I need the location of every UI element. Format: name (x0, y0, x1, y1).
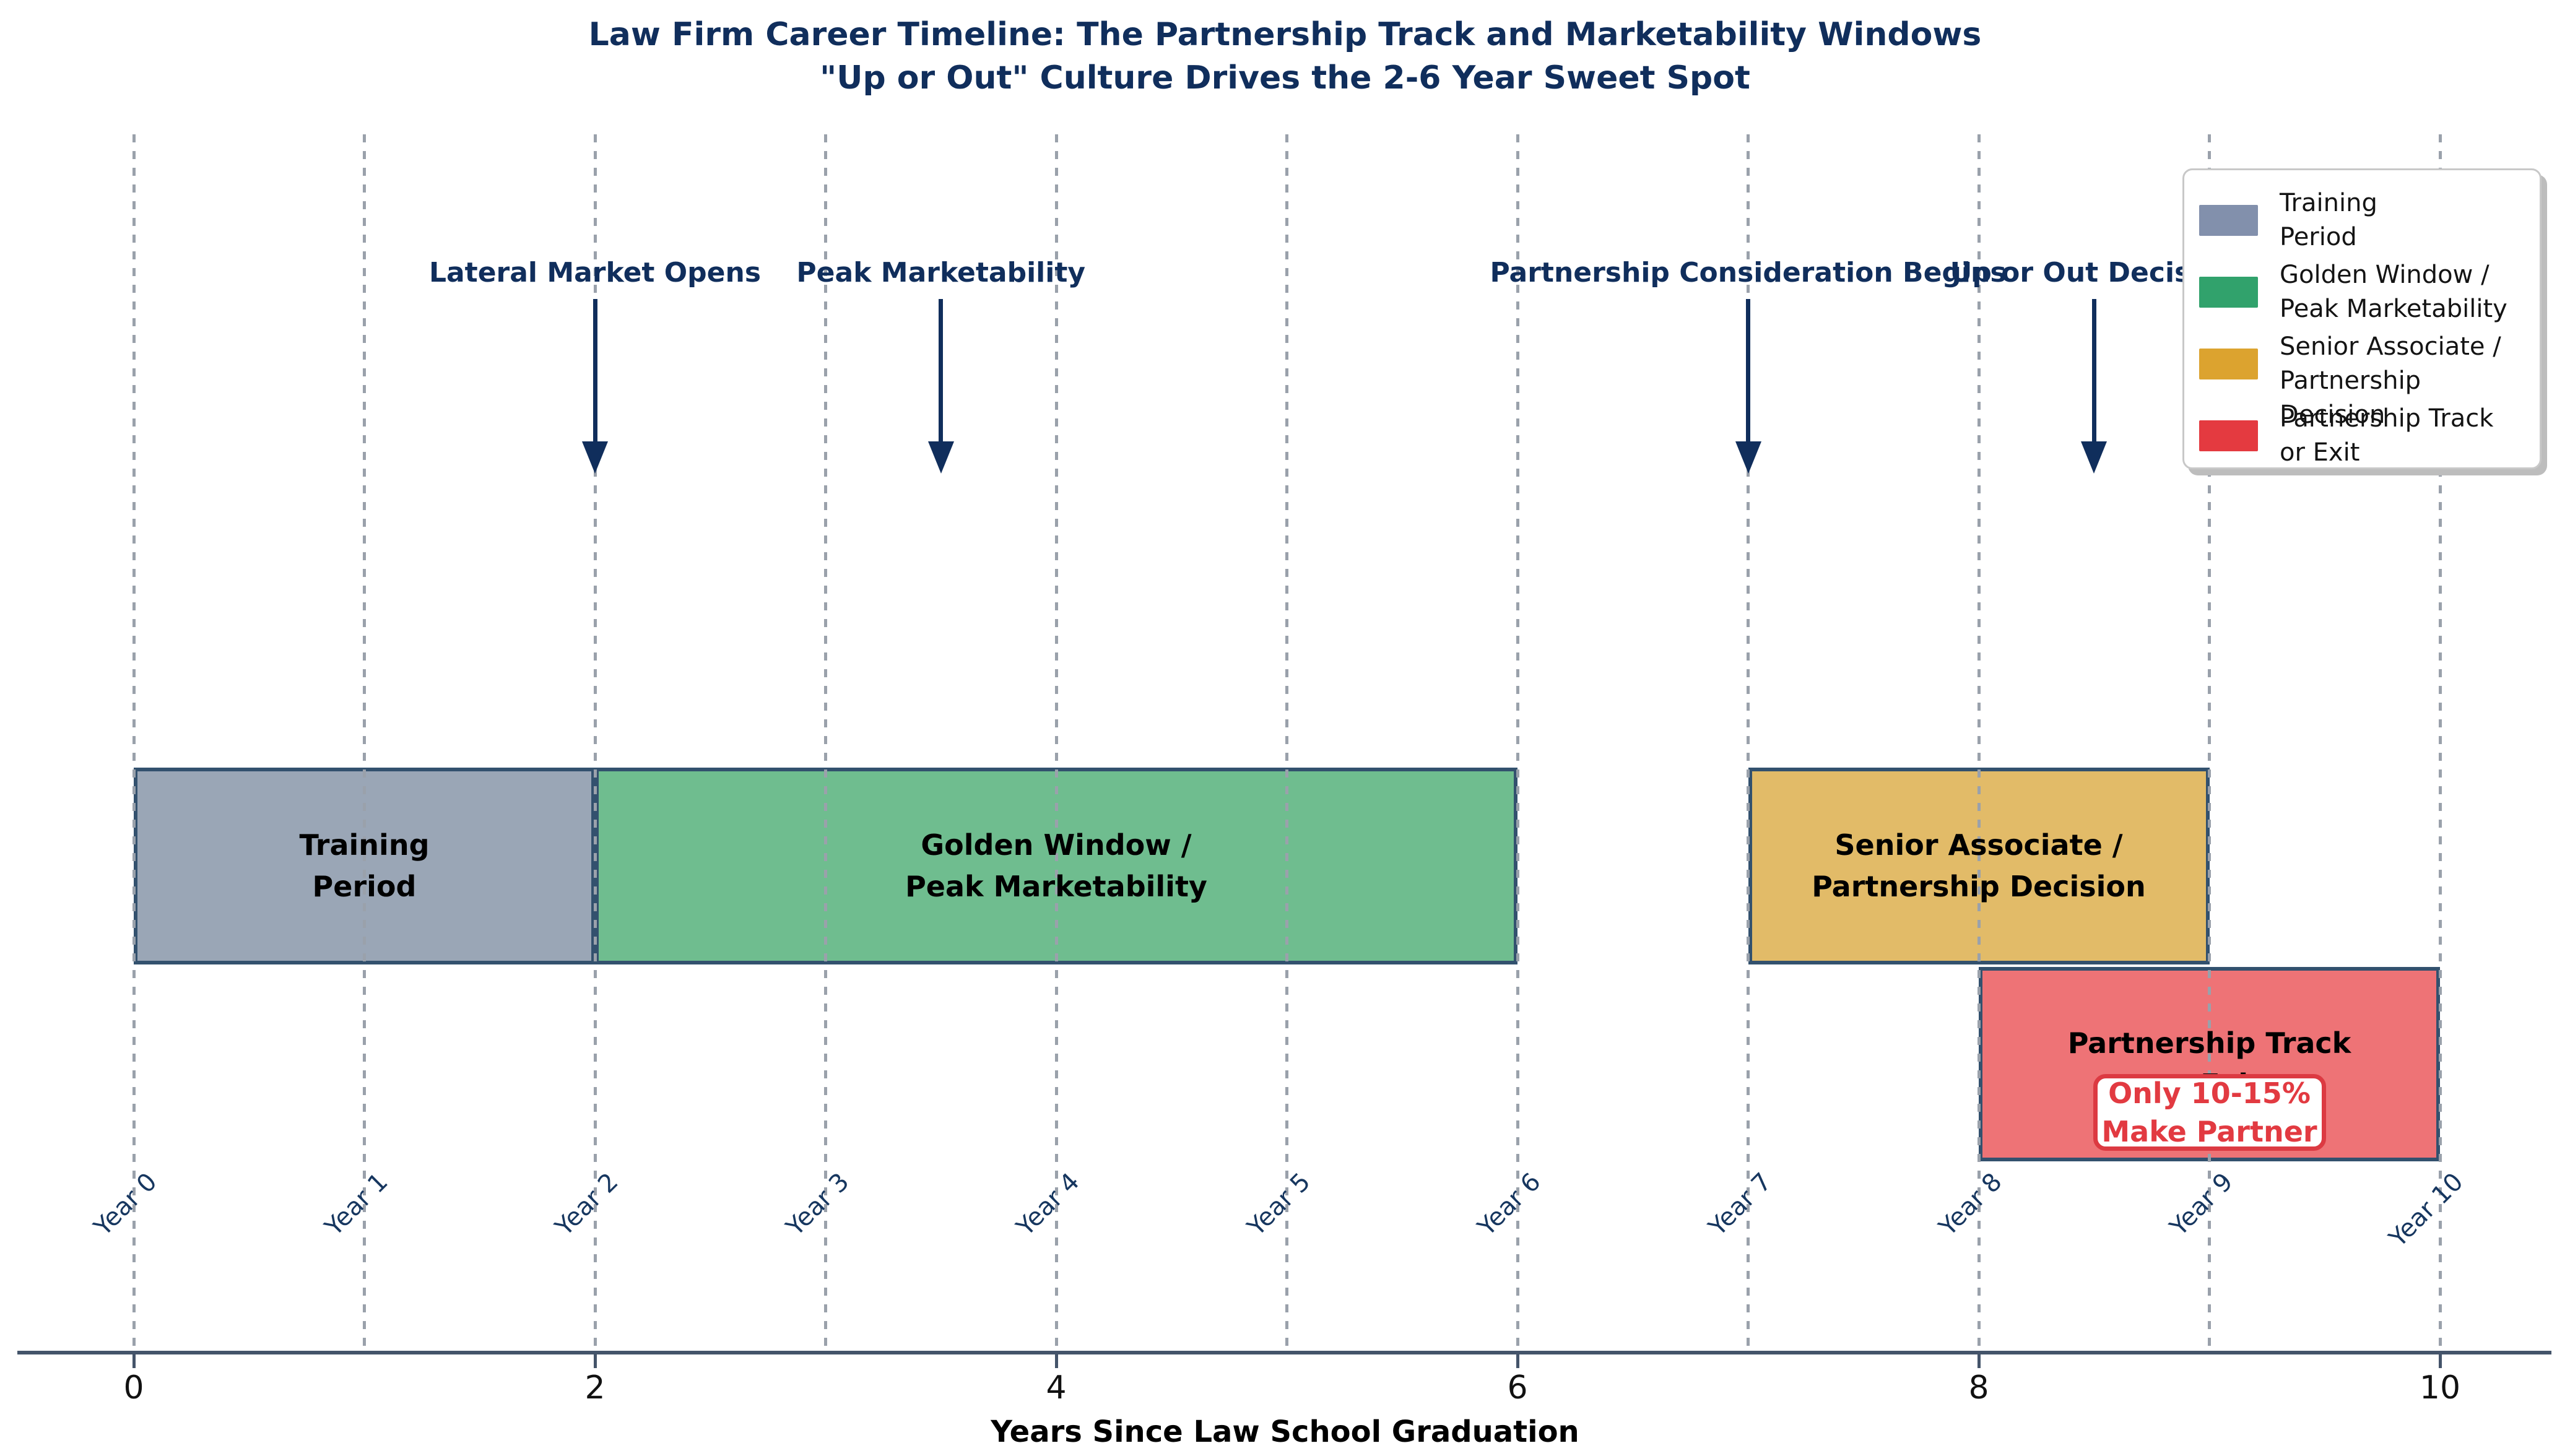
x-axis-title: Years Since Law School Graduation (991, 1415, 1579, 1449)
year-gridline (2208, 134, 2211, 1352)
legend-item: Partnership Track or Exit (2199, 402, 2527, 474)
milestone-label: Lateral Market Opens (428, 257, 762, 288)
legend-label: Training Period (2280, 189, 2377, 252)
year-gridline (132, 134, 136, 1352)
milestone-arrow-line (1746, 299, 1750, 443)
year-gridline (1977, 134, 1981, 1352)
x-tick-mark (1054, 1354, 1058, 1368)
year-gridline (593, 134, 597, 1352)
x-tick-label: 10 (2419, 1369, 2461, 1406)
phase-label: Training Period (299, 828, 430, 903)
legend-item: Golden Window / Peak Marketability (2199, 258, 2527, 330)
legend-swatch (2199, 349, 2258, 379)
milestone-arrow-head (1735, 441, 1761, 474)
year-gridline (2438, 134, 2442, 1352)
x-tick-label: 0 (123, 1369, 144, 1406)
x-tick-mark (1516, 1354, 1519, 1368)
x-tick-mark (132, 1354, 136, 1368)
year-gridline (1054, 134, 1058, 1352)
x-tick-mark (1977, 1354, 1981, 1368)
legend-item: Senior Associate / Partnership Decision (2199, 330, 2527, 429)
x-tick-mark (593, 1354, 597, 1368)
milestone-arrow-line (2091, 299, 2096, 443)
x-tick-label: 4 (1046, 1369, 1067, 1406)
legend-box: Training Period Golden Window / Peak Mark… (2182, 168, 2542, 469)
legend-swatch (2199, 205, 2258, 236)
x-tick-label: 6 (1507, 1369, 1528, 1406)
legend-swatch (2199, 420, 2258, 451)
legend-label: Partnership Track or Exit (2280, 404, 2494, 467)
year-gridline (1516, 134, 1519, 1352)
x-tick-label: 2 (584, 1369, 606, 1406)
legend-label: Golden Window / Peak Marketability (2280, 261, 2507, 324)
legend-label: Senior Associate / Partnership Decision (2280, 332, 2501, 430)
year-gridline (1747, 134, 1750, 1352)
milestone-label: Partnership Consideration Begins (1490, 257, 2007, 288)
year-gridline (1285, 134, 1288, 1352)
chart-title-line2: "Up or Out" Culture Drives the 2-6 Year … (820, 59, 1750, 97)
year-gridline (824, 134, 827, 1352)
phase-label: Senior Associate / Partnership Decision (1812, 828, 2146, 903)
year-gridline (363, 134, 366, 1352)
milestone-arrow-line (593, 299, 597, 443)
year-tick-label: Year 0 (89, 1168, 163, 1242)
x-axis-line (17, 1351, 2551, 1354)
phase-label: Golden Window / Peak Marketability (905, 828, 1207, 903)
milestone-arrow-head (927, 441, 954, 474)
legend-swatch (2199, 277, 2258, 308)
x-tick-mark (2438, 1354, 2442, 1368)
milestone-arrow-line (939, 299, 944, 443)
milestone-arrow-head (582, 441, 608, 474)
chart-title-line1: Law Firm Career Timeline: The Partnershi… (588, 16, 1982, 53)
milestone-arrow-head (2081, 441, 2108, 474)
x-tick-label: 8 (1968, 1369, 1989, 1406)
legend-item: Training Period (2199, 186, 2527, 258)
milestone-label: Peak Marketability (796, 257, 1086, 288)
make-partner-callout: Only 10-15% Make Partner (2093, 1074, 2326, 1151)
